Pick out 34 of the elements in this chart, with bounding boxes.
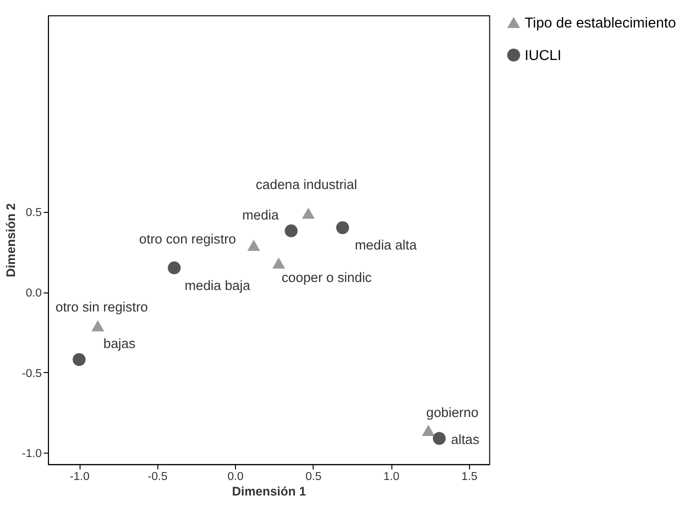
point (72, 353, 86, 366)
x-tick-label: 1.5 (461, 470, 478, 483)
point (284, 224, 298, 238)
annotation: bajas (103, 336, 136, 352)
point (302, 208, 315, 219)
y-axis-title: Dimensión 2 (4, 203, 18, 278)
x-tick-label: -1.0 (70, 470, 90, 483)
annotation: media (242, 207, 280, 222)
x-tick-label: -0.5 (148, 470, 168, 483)
annotation: cadena industrial (256, 177, 358, 192)
point (247, 240, 260, 251)
y-tick-label: -1.0 (22, 448, 42, 460)
y-tick-label: -0.5 (22, 368, 42, 380)
annotation: otro con registro (139, 231, 236, 246)
point (336, 221, 350, 234)
annotation: gobierno (426, 404, 478, 420)
annotation: cooper o sindic (282, 270, 372, 286)
annotation: media alta (354, 238, 418, 253)
point (272, 257, 286, 269)
point (168, 261, 181, 274)
x-tick-label: 0.0 (228, 470, 244, 483)
point (422, 424, 435, 436)
legend-label: IUCLI (524, 48, 562, 64)
legend-label: Tipo de establecimiento (524, 15, 676, 32)
x-tick-label: 0.5 (305, 470, 322, 483)
y-tick-label: 0.0 (26, 287, 42, 300)
annotation: altas (451, 432, 480, 448)
point (91, 320, 104, 332)
x-axis-title: Dimensión 1 (232, 484, 306, 498)
x-tick-label: 1.0 (383, 470, 400, 483)
y-tick-label: 0.5 (26, 206, 42, 219)
annotation: media baja (184, 278, 251, 293)
point (432, 432, 446, 445)
annotation: otro sin registro (55, 299, 148, 314)
